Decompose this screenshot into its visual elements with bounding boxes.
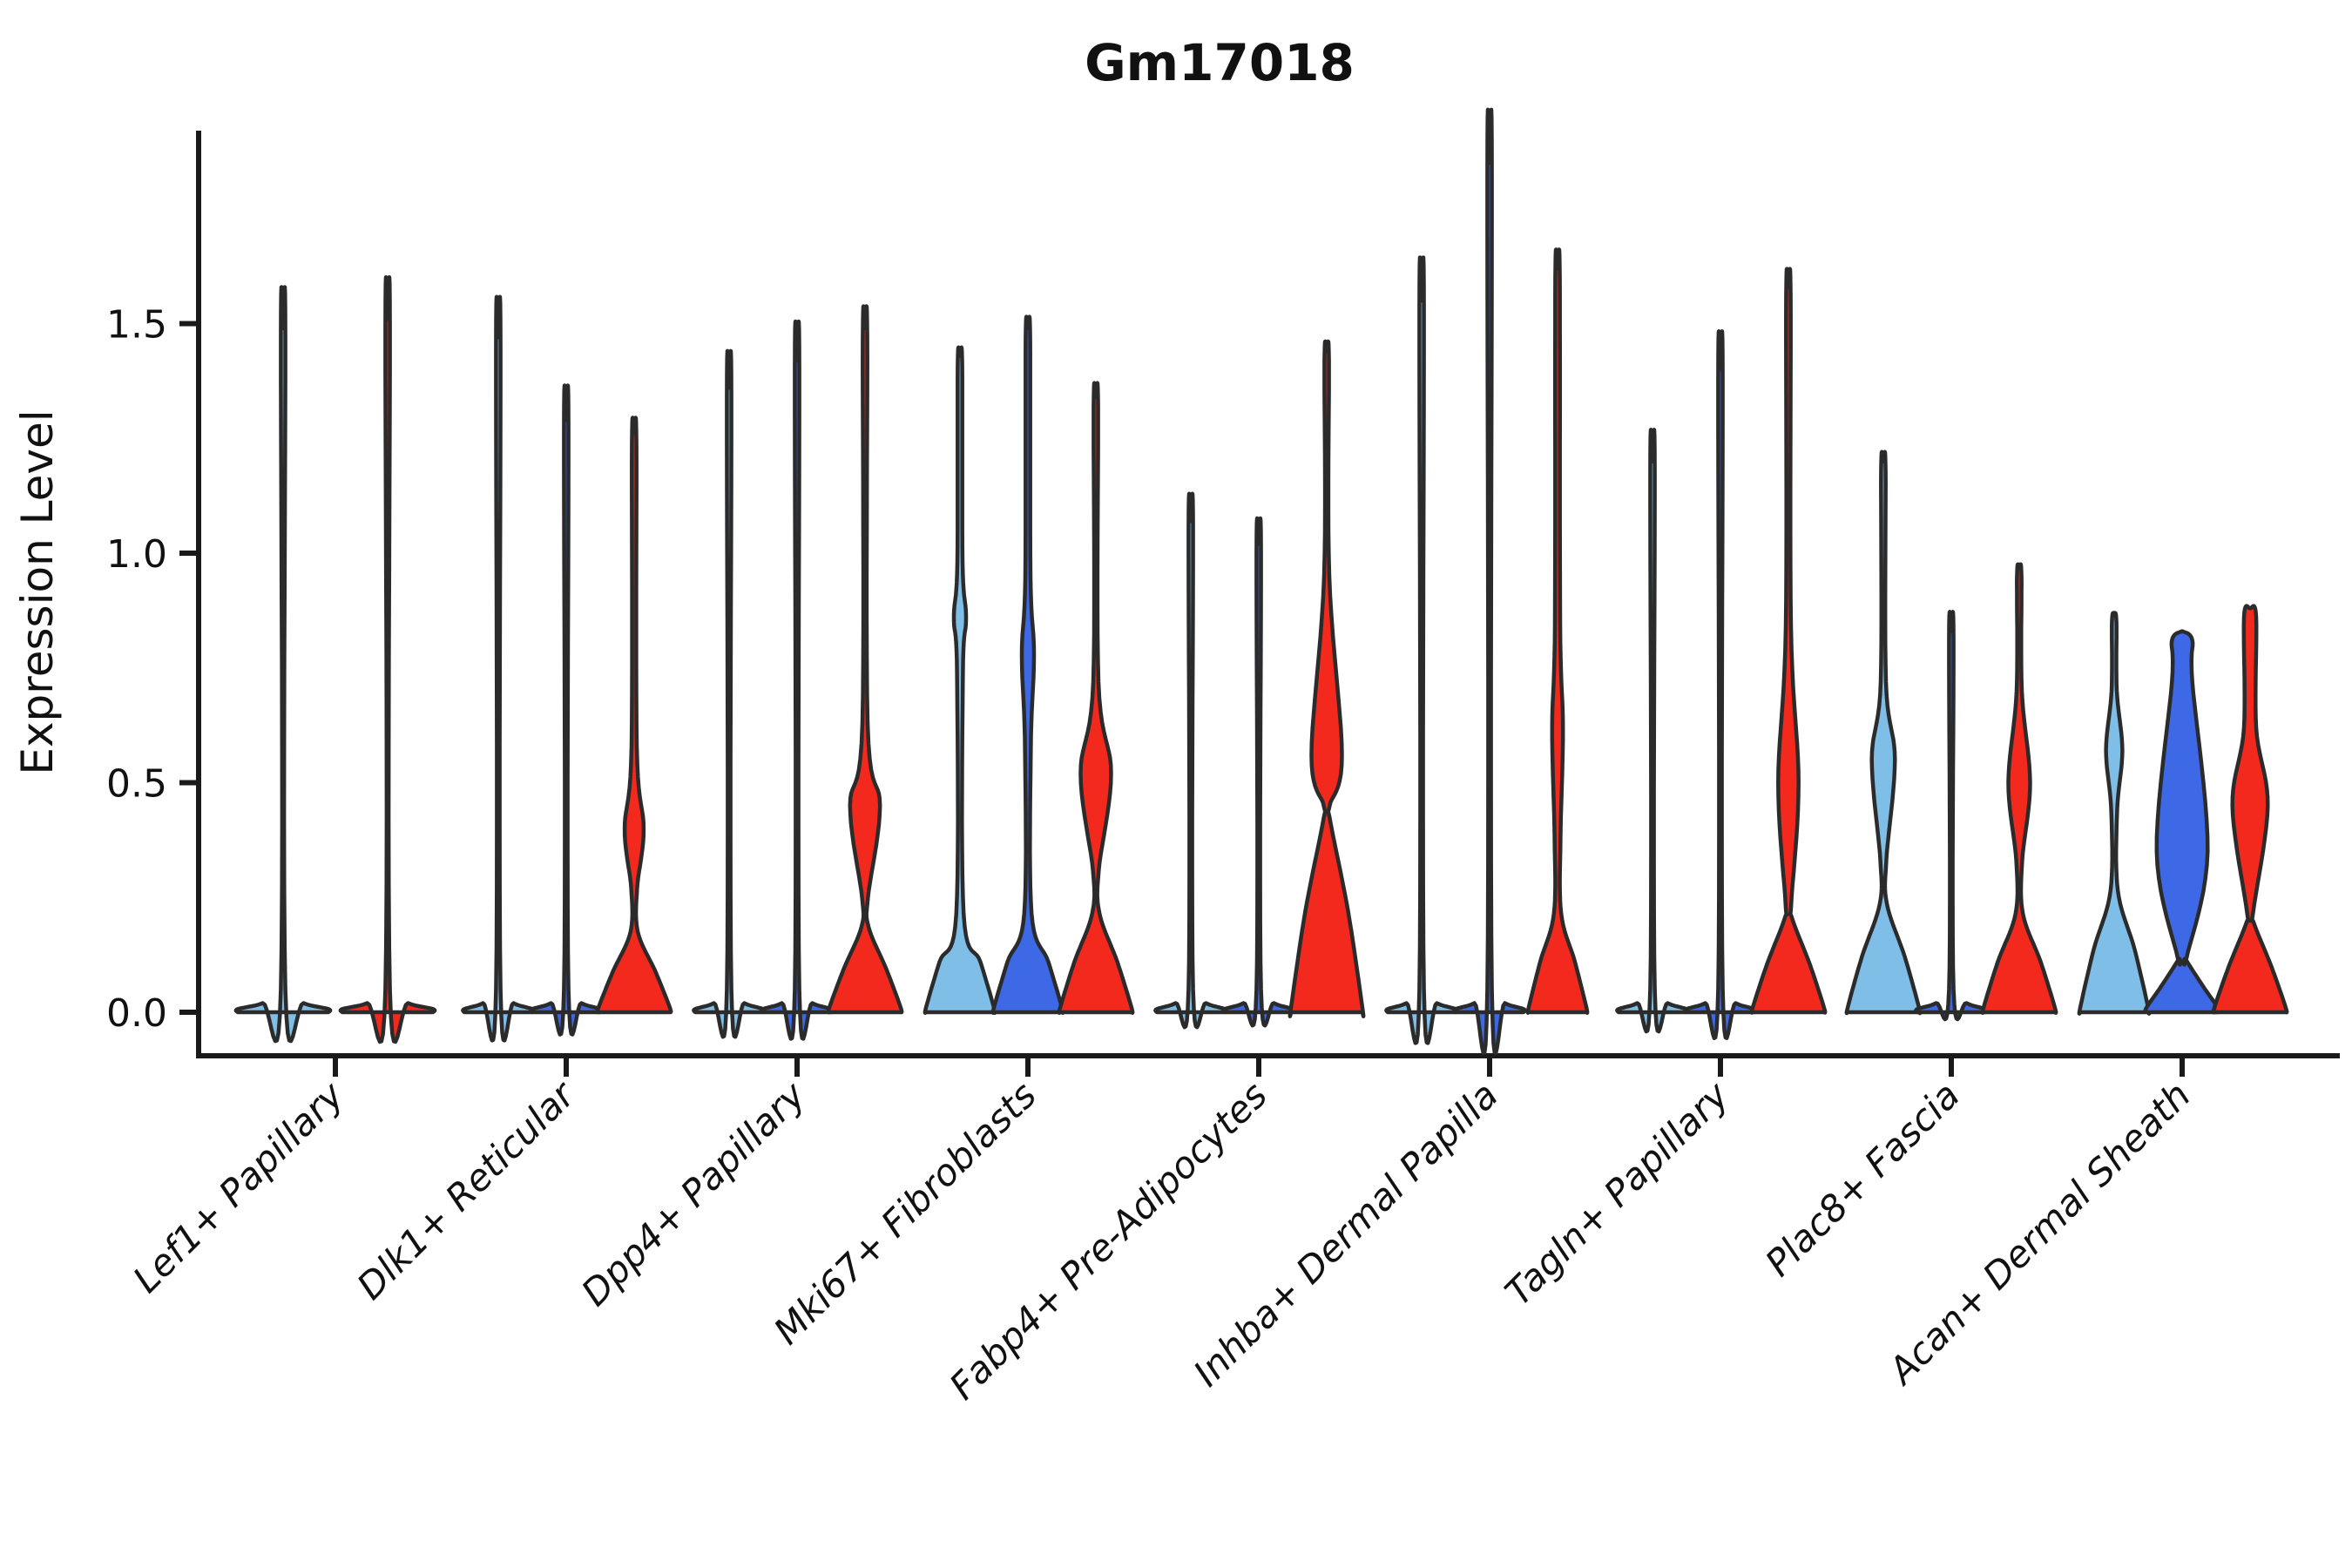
- violin-red: [595, 416, 673, 1015]
- x-tick-label: Plac8+ Fascia: [1757, 1073, 1968, 1284]
- violin-dark_blue: [2143, 629, 2221, 1015]
- x-tick-label: Lef1+ Papillary: [125, 1073, 353, 1301]
- x-tick-label: Dlk1+ Reticular: [348, 1071, 585, 1308]
- y-tick-label: 0.5: [106, 762, 167, 807]
- y-tick-label: 1.5: [106, 303, 167, 348]
- violin-red: [1525, 247, 1590, 1015]
- y-tick-label: 0.0: [106, 991, 167, 1036]
- violin-light_blue: [1844, 449, 1923, 1016]
- violin-dark_blue: [760, 319, 835, 1041]
- violin-dark_blue: [1683, 329, 1758, 1040]
- violin-light_blue: [233, 285, 333, 1044]
- y-axis-label: Expression Level: [12, 409, 63, 774]
- violin-light_blue: [461, 294, 536, 1043]
- violin-light_blue: [692, 348, 767, 1039]
- violin-red: [826, 304, 904, 1015]
- violin-red: [338, 274, 437, 1044]
- x-tick-label: Tagln+ Papillary: [1497, 1073, 1738, 1315]
- violin-light_blue: [923, 345, 997, 1015]
- violin-dark_blue: [1914, 610, 1989, 1022]
- x-tick-label: Dpp4+ Papillary: [573, 1073, 814, 1315]
- violin-light_blue: [1153, 491, 1228, 1030]
- violin-red: [1288, 339, 1366, 1018]
- violin-red: [2211, 604, 2289, 1015]
- chart-title: Gm17018: [1085, 33, 1355, 92]
- violin-red: [1057, 381, 1135, 1015]
- x-tick-label: Mki67+ Fibroblasts: [766, 1073, 1044, 1352]
- violin-dark_blue: [529, 383, 604, 1037]
- violin-red: [1980, 562, 2058, 1015]
- violin-dark_blue: [1452, 107, 1527, 1056]
- violin-dark_blue: [1221, 516, 1296, 1028]
- violin-light_blue: [2077, 611, 2152, 1016]
- violin-light_blue: [1615, 428, 1690, 1034]
- violin-light_blue: [1384, 255, 1459, 1045]
- y-tick-label: 1.0: [106, 532, 167, 577]
- violin-dark_blue: [990, 314, 1065, 1015]
- violin-red: [1749, 267, 1828, 1015]
